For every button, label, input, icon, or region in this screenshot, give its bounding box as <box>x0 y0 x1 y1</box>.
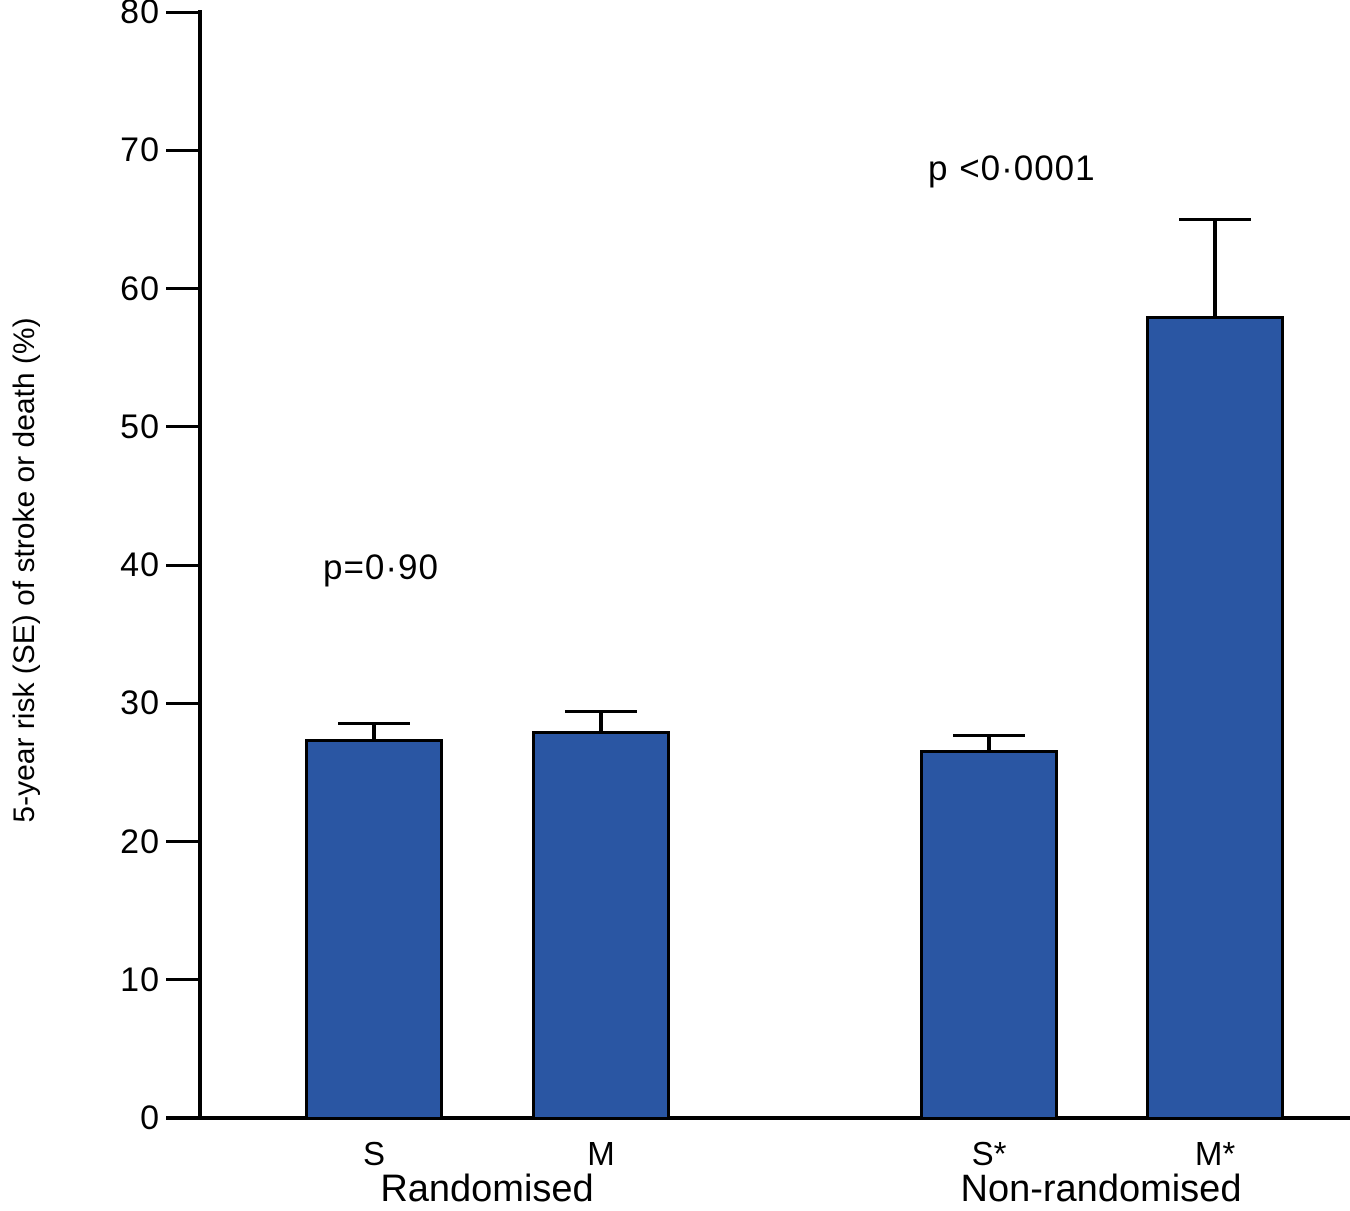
bar-label: M* <box>1194 1135 1236 1172</box>
y-tick-label: 50 <box>120 407 160 446</box>
error-bar <box>599 711 603 731</box>
y-tick <box>166 701 198 705</box>
y-tick-label: 20 <box>120 822 160 861</box>
y-tick <box>166 287 198 290</box>
error-bar <box>372 723 376 740</box>
bar <box>920 750 1058 1120</box>
p-value-annotation-randomised: p=0·90 <box>323 548 439 587</box>
y-axis-title: 5-year risk (SE) of stroke or death (%) <box>8 317 41 823</box>
y-tick-label: 10 <box>120 960 160 999</box>
group-label-nonrandomised: Non-randomised <box>960 1168 1242 1210</box>
y-tick-label: 30 <box>120 684 160 723</box>
y-tick <box>166 563 198 567</box>
bar-label: M <box>587 1135 615 1172</box>
bar <box>1146 316 1284 1120</box>
bar-label: S <box>362 1135 385 1172</box>
y-tick-label: 80 <box>120 0 160 31</box>
error-bar-cap <box>953 733 1025 737</box>
y-tick <box>166 10 198 14</box>
group-label-randomised: Randomised <box>380 1168 594 1210</box>
y-axis-line <box>198 10 202 1120</box>
y-tick-label: 40 <box>120 546 160 584</box>
error-bar-cap <box>565 710 637 714</box>
y-tick-label: 60 <box>120 269 160 308</box>
y-tick <box>166 1116 198 1120</box>
x-axis-line <box>166 1116 1350 1120</box>
bar-label: S* <box>971 1135 1007 1172</box>
bar <box>305 739 443 1120</box>
y-tick <box>166 840 198 843</box>
y-tick-label: 0 <box>140 1099 160 1137</box>
y-tick-label: 70 <box>120 131 160 170</box>
error-bar <box>987 735 991 751</box>
y-tick <box>166 978 198 982</box>
error-bar-cap <box>1179 217 1251 221</box>
y-tick <box>166 425 198 429</box>
bar <box>532 730 670 1120</box>
p-value-annotation-nonrandomised: p <0·0001 <box>928 149 1096 188</box>
error-bar <box>1213 219 1217 317</box>
y-tick <box>166 148 198 152</box>
error-bar-cap <box>338 722 410 726</box>
